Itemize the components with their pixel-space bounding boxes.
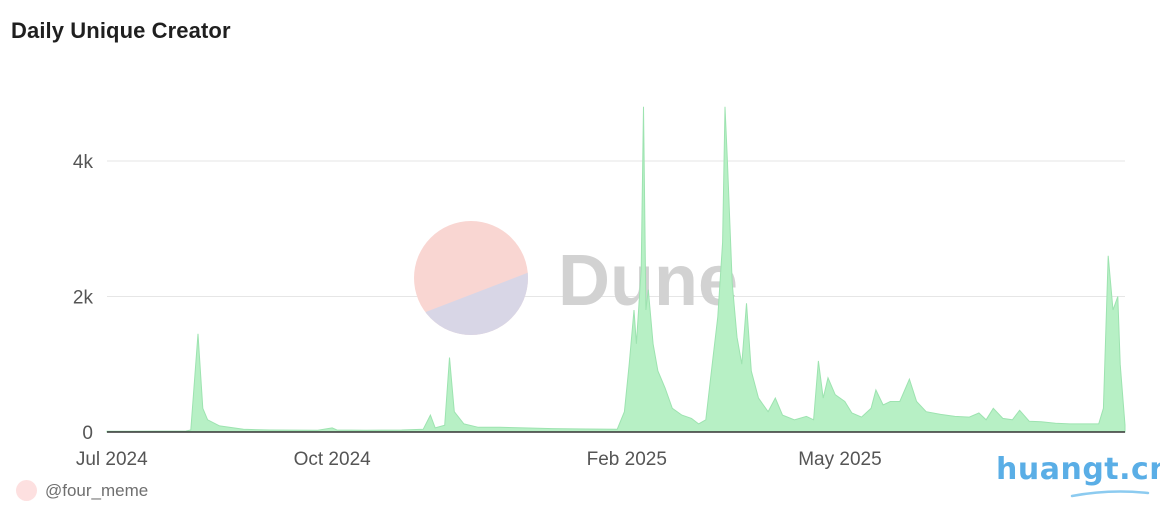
- brand-watermark: huangt.cn: [996, 452, 1160, 487]
- avatar: [16, 480, 37, 501]
- series-area: [106, 106, 1126, 433]
- username: @four_meme: [45, 480, 149, 500]
- footer-user: @four_meme: [16, 480, 148, 501]
- grid-lines: [107, 160, 1125, 297]
- x-tick-label: Oct 2024: [294, 449, 372, 470]
- brand-swoosh-icon: [1070, 490, 1150, 498]
- y-tick-label: 0: [82, 423, 93, 444]
- y-tick-label: 2k: [73, 287, 94, 308]
- chart-title: Daily Unique Creator: [11, 18, 231, 43]
- y-tick-label: 4k: [73, 152, 94, 173]
- x-tick-label: Jul 2024: [76, 449, 148, 470]
- dune-watermark: Dune: [414, 221, 738, 335]
- series-area-path: [106, 106, 1126, 433]
- x-tick-label: May 2025: [798, 449, 881, 470]
- x-tick-label: Feb 2025: [587, 449, 667, 470]
- y-axis-ticks: 0 2k 4k: [73, 152, 94, 444]
- x-axis-ticks: Jul 2024 Oct 2024 Feb 2025 May 2025: [76, 449, 882, 470]
